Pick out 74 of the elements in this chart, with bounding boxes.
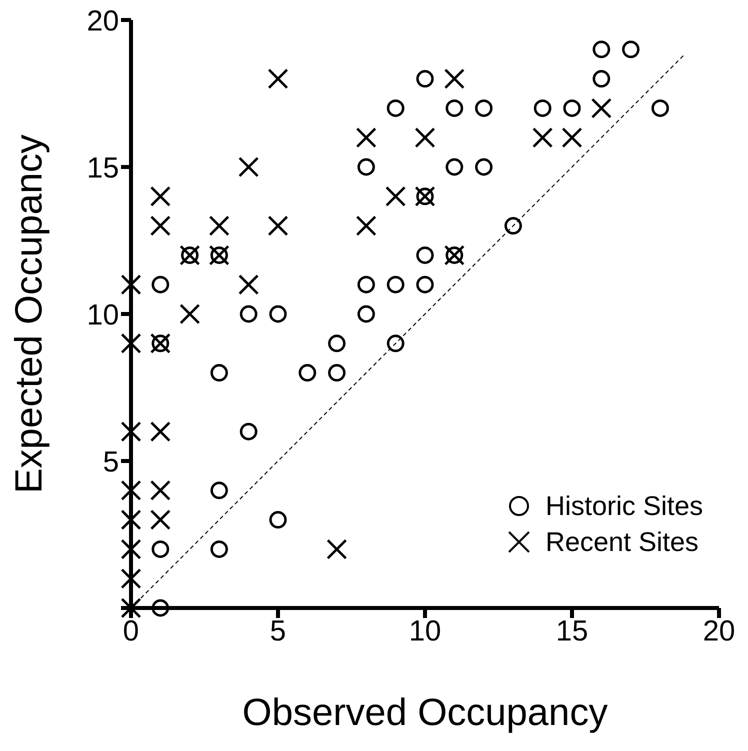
x-tick-label: 10 xyxy=(408,616,442,648)
point xyxy=(592,40,610,58)
point xyxy=(385,186,406,207)
x-tick-label: 15 xyxy=(556,616,588,648)
point xyxy=(150,186,171,207)
point xyxy=(150,480,171,501)
point xyxy=(120,510,142,530)
x-axis-title: Observed Occupancy xyxy=(242,692,608,734)
point xyxy=(416,276,434,294)
y-tick-label: 15 xyxy=(86,152,119,184)
point xyxy=(152,276,170,294)
point xyxy=(268,216,288,236)
point xyxy=(414,127,436,148)
point xyxy=(150,421,171,442)
point xyxy=(592,70,610,88)
point xyxy=(416,70,434,88)
point xyxy=(269,305,287,323)
point xyxy=(446,99,464,117)
point xyxy=(386,99,404,117)
x-tick-label: 5 xyxy=(270,616,286,648)
point xyxy=(210,364,228,382)
point xyxy=(356,216,376,236)
point xyxy=(444,68,465,90)
point xyxy=(298,364,316,382)
point xyxy=(150,510,171,530)
point xyxy=(356,127,376,148)
point xyxy=(326,538,348,560)
point xyxy=(504,217,522,235)
point xyxy=(386,276,404,294)
point xyxy=(357,158,375,176)
point xyxy=(416,246,434,264)
y-axis-title: Expected Occupancy xyxy=(8,134,50,494)
point xyxy=(475,99,493,117)
point xyxy=(238,156,259,178)
point xyxy=(120,568,142,589)
x-tick-label: 0 xyxy=(122,616,140,648)
point xyxy=(357,276,375,294)
point xyxy=(210,482,228,500)
point xyxy=(210,540,228,558)
y-tick-label: 5 xyxy=(102,446,119,478)
point xyxy=(562,127,582,148)
point xyxy=(120,598,142,618)
legend-label: Historic Sites xyxy=(545,490,703,523)
point xyxy=(238,274,259,295)
point xyxy=(268,68,288,90)
point xyxy=(152,599,170,617)
point xyxy=(120,538,142,560)
point xyxy=(563,99,581,117)
point xyxy=(651,99,669,117)
point xyxy=(120,421,142,442)
point xyxy=(180,304,200,324)
point xyxy=(386,334,404,352)
point xyxy=(269,511,287,529)
x-tick-label: 20 xyxy=(702,616,736,648)
point xyxy=(120,333,142,354)
point xyxy=(120,480,142,501)
point xyxy=(446,158,464,176)
point xyxy=(120,274,142,295)
point xyxy=(591,98,612,118)
point xyxy=(475,158,493,176)
y-tick-label: 20 xyxy=(86,5,119,38)
point xyxy=(532,127,553,148)
point xyxy=(240,422,258,440)
point xyxy=(328,364,346,382)
y-tick-label: 10 xyxy=(86,299,119,332)
point xyxy=(622,40,640,58)
point xyxy=(150,216,171,236)
point xyxy=(208,216,230,236)
point xyxy=(328,334,346,352)
point xyxy=(534,99,552,117)
point xyxy=(240,305,258,323)
point xyxy=(152,540,170,558)
legend-label: Recent Sites xyxy=(545,526,699,559)
point xyxy=(357,305,375,323)
